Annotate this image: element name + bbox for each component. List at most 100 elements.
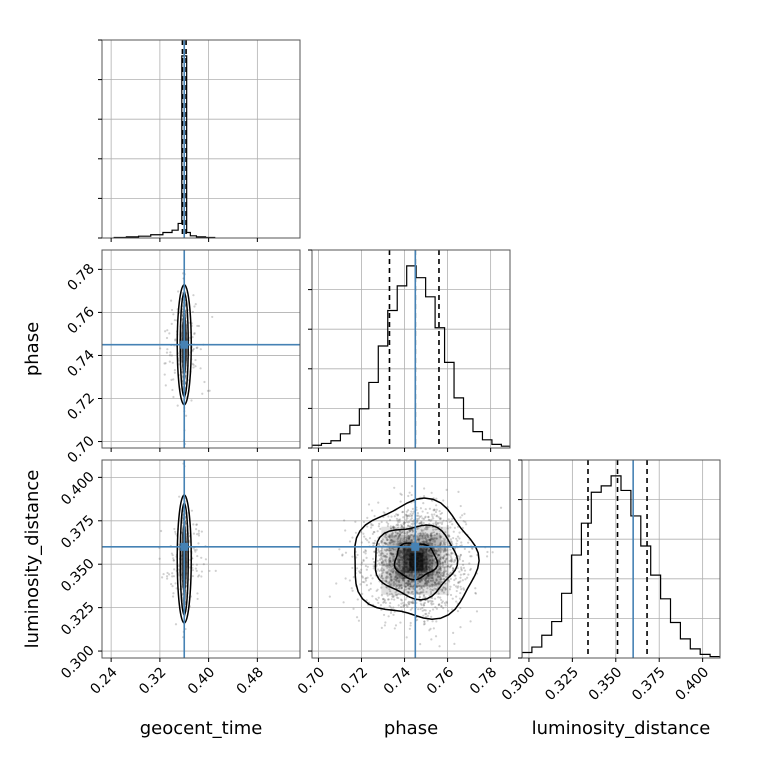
sample-point [421, 549, 424, 552]
sample-point [381, 571, 385, 574]
sample-point [408, 536, 411, 540]
sample-point [194, 550, 197, 553]
sample-point [440, 572, 444, 575]
sample-point [426, 581, 429, 584]
sample-point [405, 540, 408, 543]
sample-point [444, 548, 447, 551]
sample-point [425, 528, 428, 531]
sample-point [384, 580, 388, 583]
sample-point [405, 596, 408, 599]
sample-point [191, 568, 194, 572]
sample-point [407, 548, 410, 551]
sample-point [451, 517, 454, 521]
sample-point [474, 592, 477, 595]
sample-point [392, 548, 395, 551]
sample-point [425, 539, 428, 542]
x-axis-label-phase: phase [384, 718, 438, 739]
sample-point [398, 565, 401, 568]
sample-point [174, 582, 177, 585]
sample-point [200, 570, 204, 573]
sample-point [430, 554, 433, 558]
sample-point [431, 515, 434, 518]
sample-point [435, 532, 438, 536]
sample-point [458, 581, 461, 584]
sample-point [380, 556, 383, 559]
sample-point [386, 524, 389, 528]
sample-point [423, 556, 427, 559]
sample-point [411, 528, 414, 531]
sample-point [390, 578, 394, 582]
sample-point [382, 563, 386, 566]
sample-point [453, 642, 456, 645]
sample-point [364, 564, 367, 568]
sample-point [351, 566, 354, 570]
sample-point [391, 562, 394, 566]
sample-point [369, 574, 373, 577]
sample-point [394, 582, 397, 586]
sample-point [434, 583, 438, 586]
sample-point [378, 551, 381, 554]
sample-point [407, 579, 410, 582]
sample-point [395, 571, 398, 574]
sample-point [442, 573, 446, 576]
sample-point [408, 627, 411, 630]
sample-point [374, 597, 378, 600]
panel-plot-area [102, 250, 300, 448]
sample-point [425, 584, 428, 587]
sample-point [408, 583, 411, 586]
sample-point [450, 571, 453, 574]
sample-point [442, 586, 445, 589]
sample-point [197, 532, 200, 535]
sample-point [390, 575, 393, 578]
sample-point [405, 551, 408, 555]
sample-point [395, 576, 399, 580]
sample-point [405, 561, 408, 565]
sample-point [445, 519, 448, 523]
sample-point [402, 526, 405, 529]
sample-point [192, 294, 195, 297]
sample-point [395, 596, 399, 599]
sample-point [440, 604, 443, 608]
sample-point [460, 567, 463, 571]
sample-point [354, 520, 357, 523]
sample-point [423, 547, 426, 550]
sample-point [458, 531, 461, 534]
sample-point [386, 538, 389, 541]
sample-point [405, 520, 408, 524]
sample-point [397, 583, 400, 586]
sample-point [407, 587, 410, 590]
sample-point [441, 574, 444, 577]
sample-point [442, 591, 445, 594]
sample-point [407, 543, 410, 546]
sample-point [412, 585, 415, 588]
sample-point [389, 583, 393, 586]
panel-background [312, 250, 510, 448]
sample-point [424, 612, 427, 616]
sample-point [461, 559, 465, 563]
sample-point [462, 587, 465, 590]
sample-point [364, 549, 367, 553]
sample-point [425, 533, 428, 536]
sample-point [377, 501, 380, 504]
sample-point [445, 565, 448, 568]
sample-point [380, 576, 383, 579]
sample-point [422, 521, 425, 525]
sample-point [432, 549, 436, 552]
sample-point [405, 566, 408, 569]
sample-point [435, 528, 438, 531]
sample-point [398, 552, 402, 555]
sample-point [424, 537, 427, 540]
sample-point [423, 620, 426, 623]
sample-point [350, 587, 353, 590]
sample-point [170, 378, 173, 381]
sample-point [432, 517, 435, 520]
sample-point [419, 607, 422, 611]
sample-point [426, 614, 430, 617]
sample-point [328, 595, 331, 598]
sample-point [429, 538, 432, 541]
sample-point [458, 597, 462, 600]
sample-point [430, 564, 433, 568]
sample-point [196, 554, 199, 558]
sample-point [445, 557, 448, 560]
sample-point [443, 547, 446, 550]
